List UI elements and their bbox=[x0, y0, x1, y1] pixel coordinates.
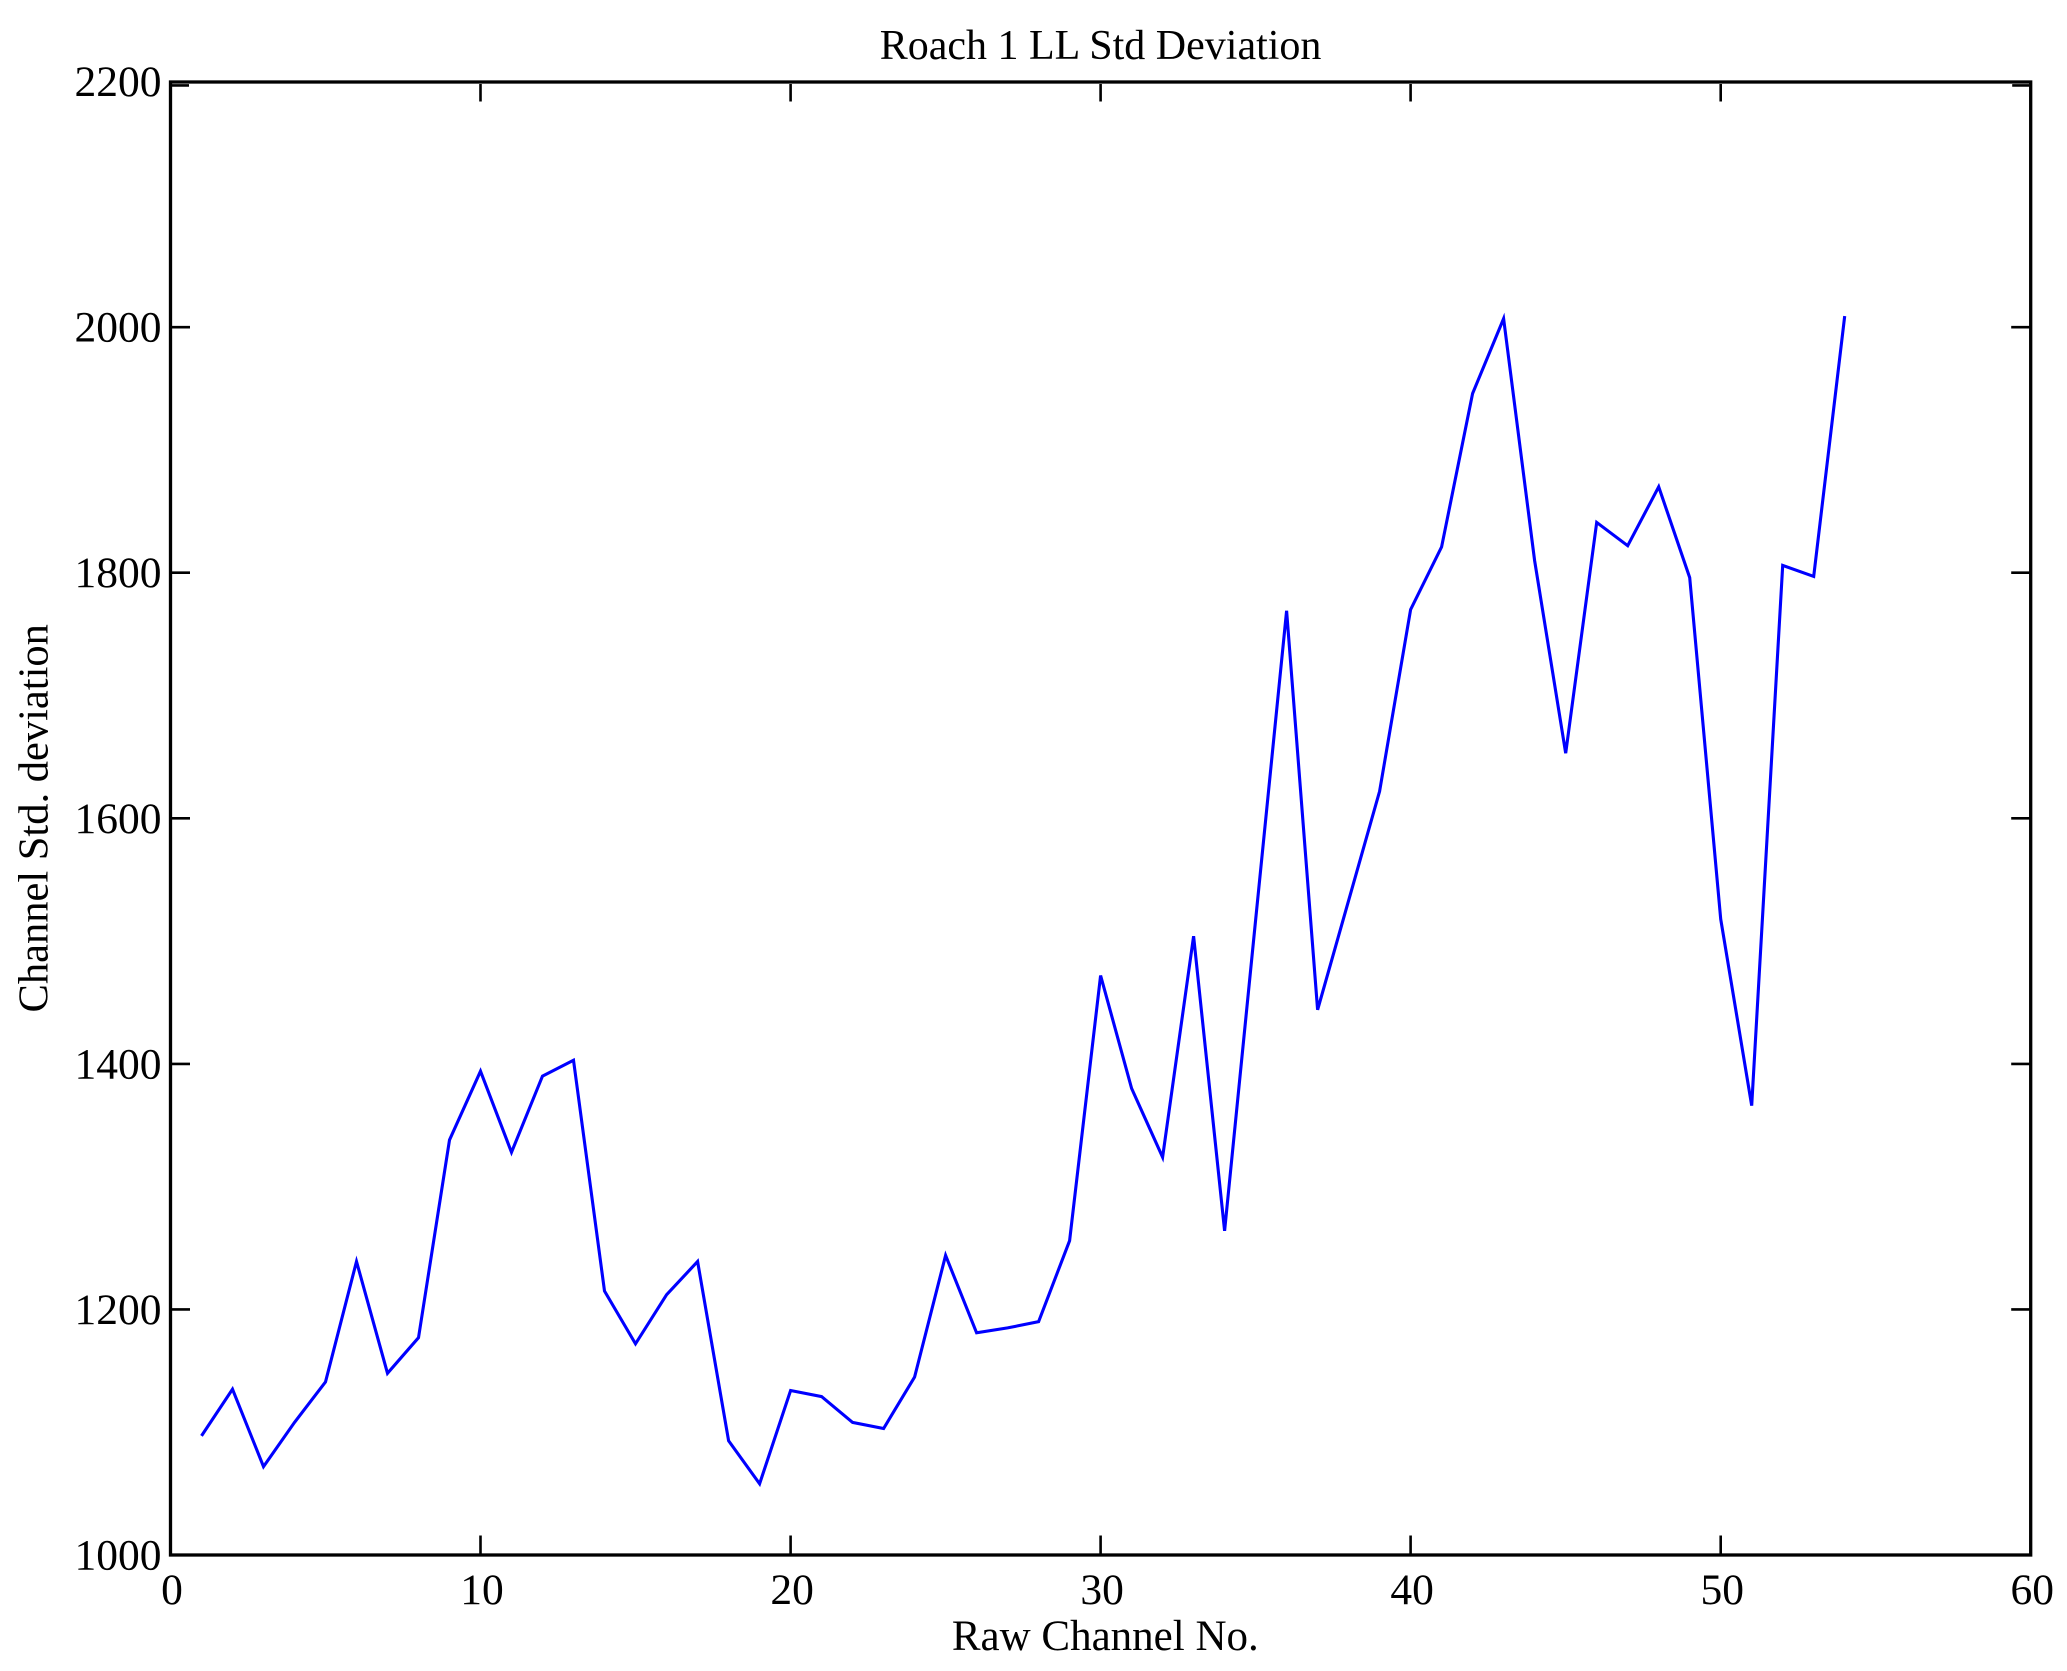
svg-text:10: 10 bbox=[460, 1566, 504, 1614]
svg-text:2200: 2200 bbox=[75, 58, 162, 106]
svg-text:60: 60 bbox=[2010, 1566, 2054, 1614]
svg-text:30: 30 bbox=[1080, 1566, 1124, 1614]
svg-text:2000: 2000 bbox=[75, 304, 162, 352]
svg-text:1600: 1600 bbox=[75, 795, 162, 843]
svg-text:20: 20 bbox=[770, 1566, 814, 1614]
svg-text:1400: 1400 bbox=[75, 1040, 162, 1088]
svg-text:40: 40 bbox=[1390, 1566, 1434, 1614]
svg-text:50: 50 bbox=[1700, 1566, 1744, 1614]
svg-text:1200: 1200 bbox=[75, 1286, 162, 1334]
svg-text:0: 0 bbox=[161, 1566, 183, 1614]
svg-text:1800: 1800 bbox=[75, 549, 162, 597]
svg-text:Raw Channel No.: Raw Channel No. bbox=[952, 1613, 1259, 1660]
svg-text:Channel Std. deviation: Channel Std. deviation bbox=[11, 624, 58, 1012]
svg-text:1000: 1000 bbox=[75, 1532, 162, 1580]
svg-text:Roach 1 LL Std Deviation: Roach 1 LL Std Deviation bbox=[880, 23, 1322, 69]
